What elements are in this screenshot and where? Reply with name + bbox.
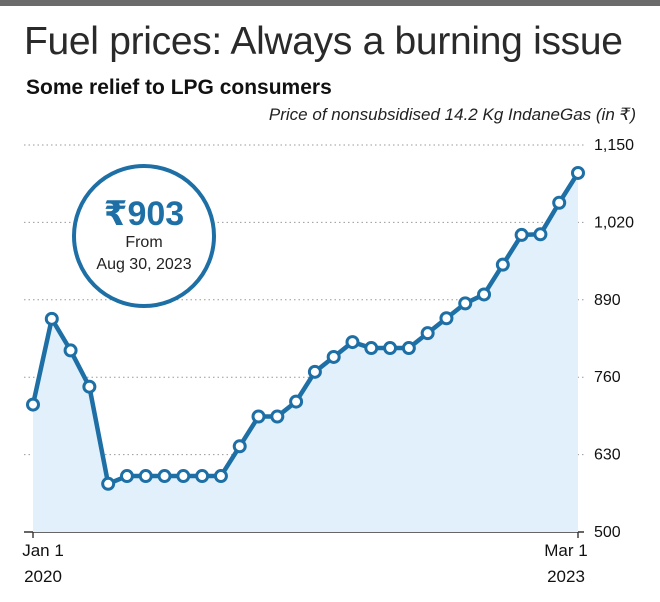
data-point [157, 469, 172, 484]
data-point [26, 397, 40, 412]
x-tick-label-start-year: 2020 [24, 567, 62, 586]
top-rule [0, 0, 660, 6]
data-point [176, 469, 191, 484]
data-point [307, 364, 322, 379]
price-callout: ₹903 From Aug 30, 2023 [72, 164, 216, 308]
data-point [364, 341, 379, 356]
y-tick-labels: 500 630 760 890 1,020 1,150 [594, 137, 634, 541]
data-point [458, 296, 473, 311]
y-tick-label: 500 [594, 524, 621, 541]
chart-title: Fuel prices: Always a burning issue [24, 20, 623, 63]
data-point [82, 379, 97, 394]
x-tick-label-start-date: Jan 1 [22, 541, 64, 560]
y-tick-label: 1,150 [594, 137, 634, 154]
data-point [101, 476, 116, 491]
callout-from: From [125, 234, 163, 252]
callout-date: Aug 30, 2023 [96, 255, 192, 273]
data-point [383, 341, 398, 356]
data-point [63, 343, 78, 358]
data-point [251, 409, 266, 424]
data-point [138, 469, 153, 484]
data-point [213, 469, 228, 484]
chart-subtitle: Some relief to LPG consumers [26, 76, 332, 99]
data-point [533, 227, 548, 242]
data-point [439, 311, 454, 326]
y-tick-label: 760 [594, 369, 621, 386]
x-tick-label-end-year: 2023 [547, 567, 585, 586]
points-layer [26, 165, 585, 491]
x-tick-label-end-date: Mar 1 [544, 541, 587, 560]
data-point [514, 227, 529, 242]
data-point [44, 311, 59, 326]
data-point [195, 469, 210, 484]
data-point [119, 469, 134, 484]
data-point [477, 287, 492, 302]
data-point [270, 409, 285, 424]
y-tick-label: 890 [594, 292, 621, 309]
x-tick-labels: Jan 1 2020 Mar 1 2023 [22, 541, 588, 586]
y-tick-label: 630 [594, 447, 621, 464]
y-axis-unit-note: Price of nonsubsidised 14.2 Kg IndaneGas… [268, 105, 636, 124]
data-point [289, 394, 304, 409]
data-point [232, 439, 247, 454]
data-point [401, 341, 416, 356]
data-point [345, 335, 360, 350]
callout-price: ₹903 [103, 194, 185, 233]
data-point [495, 257, 510, 272]
data-point [420, 326, 435, 341]
series-area-fill [33, 172, 578, 532]
data-point [326, 349, 341, 364]
data-point [571, 165, 585, 180]
y-tick-label: 1,020 [594, 214, 634, 231]
data-point [552, 195, 567, 210]
